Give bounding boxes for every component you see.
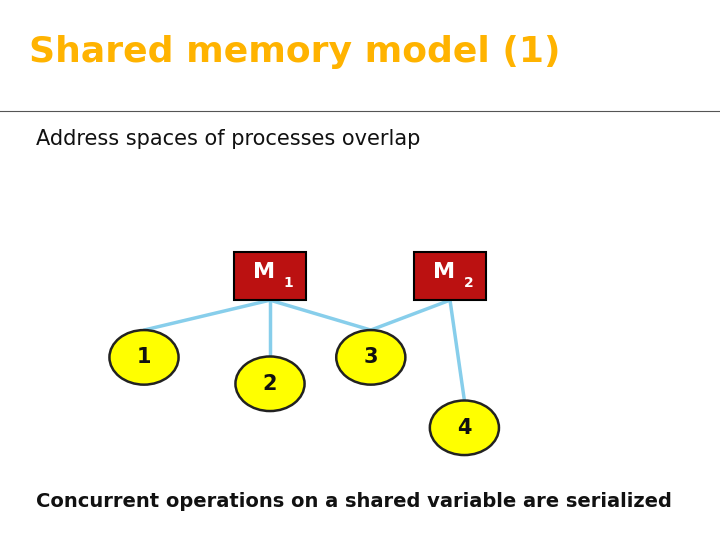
Text: 3: 3 <box>364 347 378 367</box>
Text: Address spaces of processes overlap: Address spaces of processes overlap <box>36 129 420 148</box>
Text: 1: 1 <box>284 275 294 289</box>
Text: M: M <box>433 261 455 281</box>
FancyBboxPatch shape <box>234 252 306 300</box>
FancyBboxPatch shape <box>414 252 486 300</box>
Text: Concurrent operations on a shared variable are serialized: Concurrent operations on a shared variab… <box>36 492 672 511</box>
Ellipse shape <box>336 330 405 384</box>
Ellipse shape <box>109 330 179 384</box>
Text: M: M <box>253 261 275 281</box>
Ellipse shape <box>430 401 499 455</box>
Text: Shared memory model (1): Shared memory model (1) <box>29 35 560 69</box>
Text: 1: 1 <box>137 347 151 367</box>
Text: 2: 2 <box>464 275 474 289</box>
Text: 4: 4 <box>457 418 472 438</box>
Text: 2: 2 <box>263 374 277 394</box>
Ellipse shape <box>235 356 305 411</box>
